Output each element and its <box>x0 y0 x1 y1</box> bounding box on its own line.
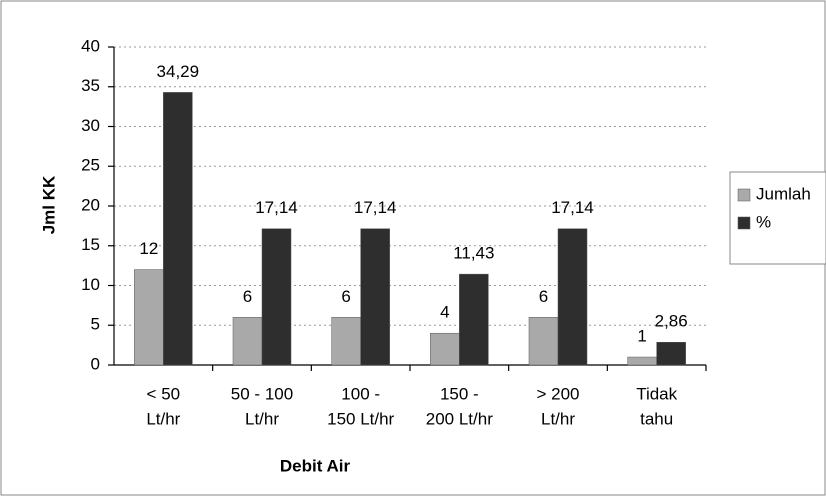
x-tick-label: 150 - <box>440 384 479 403</box>
legend-swatch <box>737 188 751 202</box>
bar <box>261 228 292 366</box>
data-label: 17,14 <box>354 198 397 217</box>
bar <box>163 92 193 366</box>
bar <box>232 317 263 366</box>
data-label: 11,43 <box>453 244 494 263</box>
y-tick-label: 0 <box>91 354 100 373</box>
y-tick-label: 30 <box>81 116 100 135</box>
data-label: 4 <box>440 303 449 322</box>
y-tick-label: 5 <box>91 315 100 334</box>
x-tick-label: 100 - <box>341 384 380 403</box>
x-tick-label: < 50 <box>147 384 181 403</box>
y-tick-label: 15 <box>81 235 100 254</box>
y-tick-label: 20 <box>81 195 100 214</box>
x-tick-label: 50 - 100 <box>231 384 293 403</box>
y-axis-label: Jml KK <box>39 175 58 234</box>
bar <box>430 332 460 366</box>
data-label: 12 <box>139 239 158 258</box>
x-tick-label: 150 Lt/hr <box>327 409 394 428</box>
y-tick-label: 40 <box>81 36 100 55</box>
x-tick-label: 200 Lt/hr <box>426 409 493 428</box>
data-label: 17,14 <box>551 198 594 217</box>
bar <box>459 273 489 366</box>
legend-label: % <box>756 212 771 231</box>
x-tick-label: Lt/hr <box>146 409 180 428</box>
bar <box>360 228 390 366</box>
legend-label: Jumlah <box>756 184 811 203</box>
x-tick-label: Tidak <box>636 384 677 403</box>
data-label: 6 <box>539 287 548 306</box>
y-tick-label: 25 <box>81 156 100 175</box>
bar <box>627 356 657 366</box>
data-label: 2,86 <box>655 312 688 331</box>
bar <box>331 317 361 366</box>
data-label: 1 <box>637 327 646 346</box>
bar <box>656 342 686 366</box>
bar <box>134 269 164 366</box>
data-label: 17,14 <box>255 198 298 217</box>
x-tick-label: > 200 <box>536 384 579 403</box>
legend-swatch <box>737 216 751 230</box>
data-label: 6 <box>341 287 350 306</box>
y-tick-label: 35 <box>81 76 100 95</box>
data-label: 6 <box>243 287 252 306</box>
x-tick-label: Lt/hr <box>541 409 575 428</box>
y-tick-label: 10 <box>81 275 100 294</box>
data-label: 34,29 <box>157 62 200 81</box>
bar <box>557 228 588 366</box>
x-axis-label: Debit Air <box>280 456 351 475</box>
x-tick-label: Lt/hr <box>245 409 279 428</box>
bar <box>528 317 559 366</box>
x-tick-label: tahu <box>640 409 673 428</box>
